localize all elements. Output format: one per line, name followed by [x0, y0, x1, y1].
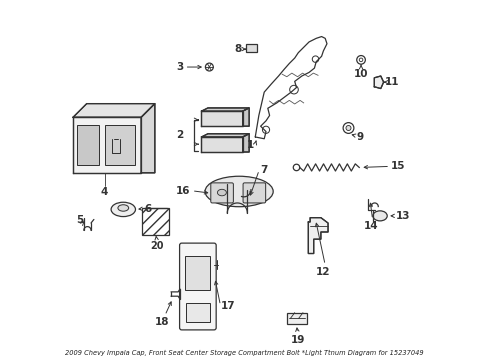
Bar: [246, 44, 257, 51]
Text: 2009 Chevy Impala Cap, Front Seat Center Storage Compartment Bolt *Light Ttnum D: 2009 Chevy Impala Cap, Front Seat Center…: [65, 350, 423, 356]
Polygon shape: [201, 137, 242, 152]
Polygon shape: [242, 108, 249, 126]
Text: 2: 2: [176, 130, 183, 140]
Text: 10: 10: [353, 69, 367, 79]
Text: 6: 6: [144, 204, 151, 214]
Ellipse shape: [372, 211, 386, 221]
Polygon shape: [201, 108, 249, 111]
Text: 12: 12: [316, 267, 330, 277]
Polygon shape: [141, 104, 155, 173]
Polygon shape: [73, 117, 141, 173]
Text: 8: 8: [234, 44, 241, 54]
Polygon shape: [242, 134, 249, 152]
Text: 7: 7: [260, 165, 267, 175]
Text: 3: 3: [176, 62, 183, 72]
Bar: [185, 303, 209, 322]
Text: 9: 9: [356, 132, 363, 142]
Polygon shape: [201, 134, 249, 137]
Polygon shape: [201, 111, 242, 126]
FancyBboxPatch shape: [179, 243, 216, 330]
FancyBboxPatch shape: [243, 183, 265, 203]
Text: 16: 16: [176, 186, 190, 196]
Bar: [286, 313, 306, 324]
Text: 19: 19: [290, 335, 304, 345]
Polygon shape: [308, 218, 327, 253]
Text: 18: 18: [155, 317, 169, 327]
Text: 17: 17: [221, 301, 235, 311]
Text: 15: 15: [390, 161, 405, 171]
Text: 1: 1: [247, 140, 254, 150]
Ellipse shape: [217, 189, 226, 196]
Ellipse shape: [204, 176, 273, 207]
Text: 11: 11: [384, 77, 399, 87]
Ellipse shape: [118, 205, 128, 211]
Bar: [105, 126, 135, 165]
Circle shape: [346, 126, 350, 131]
Polygon shape: [73, 104, 155, 117]
Text: 4: 4: [101, 187, 108, 197]
Text: 20: 20: [150, 241, 163, 251]
Text: 14: 14: [363, 221, 377, 231]
Bar: [77, 126, 99, 165]
Bar: [185, 256, 210, 290]
FancyBboxPatch shape: [210, 183, 233, 203]
Text: 5: 5: [77, 215, 84, 225]
Polygon shape: [373, 76, 383, 89]
Bar: [142, 208, 169, 234]
Ellipse shape: [111, 202, 135, 217]
Text: 13: 13: [395, 211, 410, 221]
